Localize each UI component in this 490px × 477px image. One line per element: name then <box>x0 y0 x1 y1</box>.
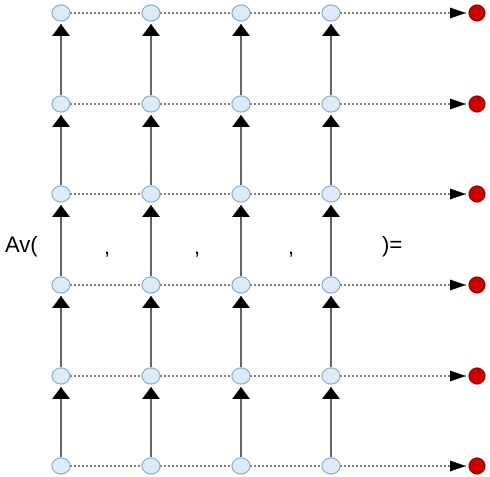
input-node <box>231 276 251 294</box>
formula-separator-2: , <box>194 234 200 259</box>
input-node <box>141 185 161 203</box>
input-node <box>51 276 71 294</box>
output-node <box>468 367 486 385</box>
input-node <box>51 457 71 475</box>
input-node <box>321 276 341 294</box>
input-node <box>321 367 341 385</box>
input-node <box>231 95 251 113</box>
vertical-edges <box>52 24 340 457</box>
output-node <box>468 457 486 475</box>
output-nodes <box>468 4 486 475</box>
input-node <box>231 185 251 203</box>
input-node <box>321 185 341 203</box>
formula-suffix: )= <box>382 232 402 257</box>
input-node <box>231 367 251 385</box>
input-node <box>231 457 251 475</box>
formula: Av( , , , )= <box>5 232 402 259</box>
input-node <box>321 95 341 113</box>
formula-separator-1: , <box>104 234 110 259</box>
input-node <box>51 4 71 22</box>
horizontal-edges <box>70 7 466 472</box>
output-node <box>468 185 486 203</box>
input-node <box>141 4 161 22</box>
input-node <box>51 367 71 385</box>
input-nodes <box>51 4 341 475</box>
input-node <box>51 95 71 113</box>
input-node <box>321 457 341 475</box>
output-node <box>468 4 486 22</box>
input-node <box>231 4 251 22</box>
input-node <box>141 367 161 385</box>
output-node <box>468 95 486 113</box>
input-node <box>141 276 161 294</box>
input-node <box>321 4 341 22</box>
formula-prefix: Av( <box>5 232 38 257</box>
input-node <box>51 185 71 203</box>
formula-separator-3: , <box>288 234 294 259</box>
input-node <box>141 95 161 113</box>
output-node <box>468 276 486 294</box>
input-node <box>141 457 161 475</box>
